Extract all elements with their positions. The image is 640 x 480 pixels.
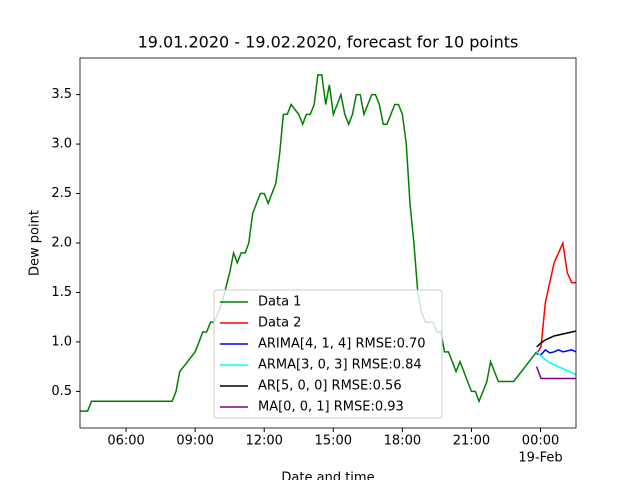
legend-label: Data 2 (258, 316, 301, 331)
x-tick-label: 18:00 (384, 434, 421, 449)
chart-title: 19.01.2020 - 19.02.2020, forecast for 10… (138, 33, 519, 52)
x-tick-label: 00:00 (522, 434, 559, 449)
legend-label: MA[0, 0, 1] RMSE:0.93 (258, 400, 404, 415)
legend-label: ARIMA[4, 1, 4] RMSE:0.70 (258, 337, 426, 352)
x-axis-label: Date and time (281, 471, 374, 480)
series-line (80, 74, 538, 412)
series-line (536, 351, 576, 376)
y-tick-label: 3.5 (51, 87, 72, 102)
legend-label: AR[5, 0, 0] RMSE:0.56 (258, 379, 402, 394)
y-tick-label: 3.0 (51, 137, 72, 152)
x-tick-label: 15:00 (315, 434, 352, 449)
y-tick-label: 2.0 (51, 236, 72, 251)
series-line (536, 330, 576, 348)
y-tick-label: 1.5 (51, 285, 72, 300)
x-tick-label: 12:00 (245, 434, 282, 449)
series-line (535, 366, 576, 380)
x-date-label: 19-Feb (518, 451, 562, 466)
series-line (536, 348, 576, 356)
series-line (535, 240, 576, 355)
legend-label: Data 1 (258, 295, 301, 310)
plot-frame (79, 57, 577, 429)
y-tick-label: 2.5 (51, 186, 72, 201)
y-axis-label: Dew point (28, 210, 43, 276)
x-tick-label: 09:00 (176, 434, 213, 449)
y-tick-label: 0.5 (51, 384, 72, 399)
x-tick-label: 06:00 (107, 434, 144, 449)
x-tick-label: 21:00 (453, 434, 490, 449)
y-tick-label: 1.0 (51, 334, 72, 349)
legend-box (213, 289, 443, 419)
legend-label: ARMA[3, 0, 3] RMSE:0.84 (258, 358, 422, 373)
